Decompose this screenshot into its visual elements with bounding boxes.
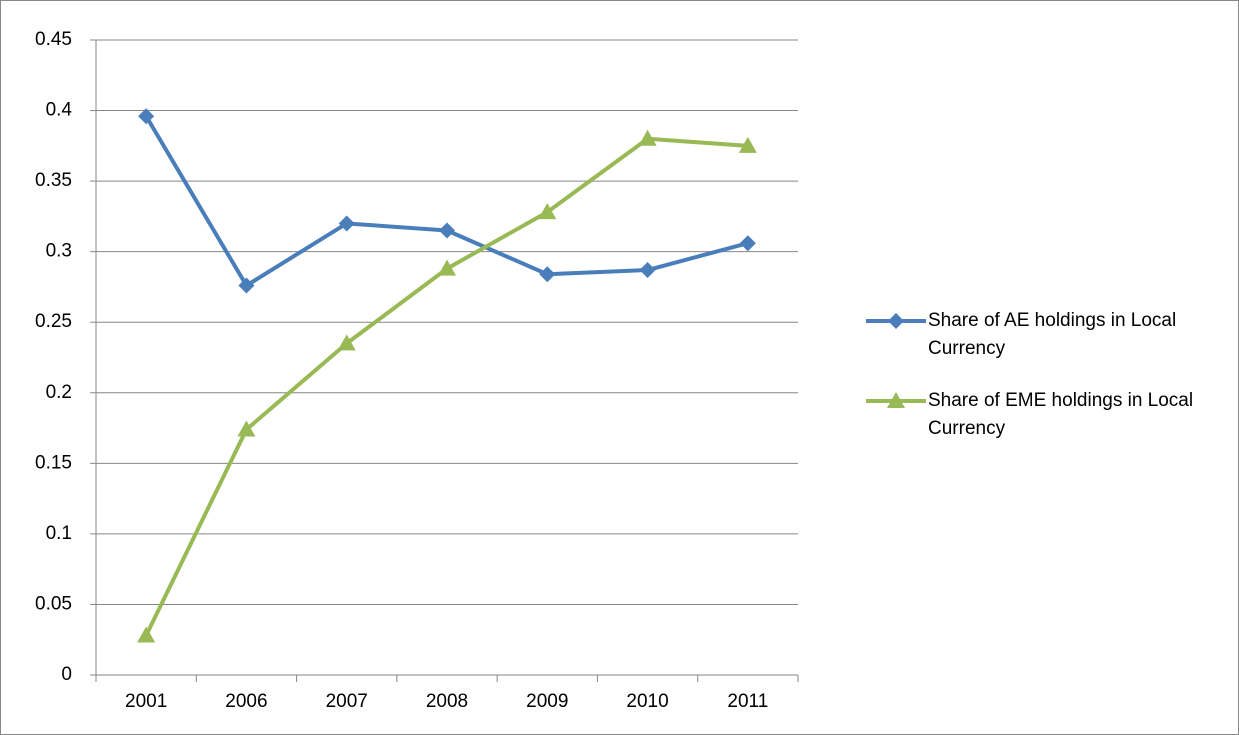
y-tick-label: 0 [61, 664, 72, 685]
legend-item: Share of EME holdings in Local Currency [866, 387, 1226, 443]
legend-item: Share of AE holdings in Local Currency [866, 307, 1226, 363]
legend-swatch [866, 392, 926, 408]
marker [338, 215, 355, 232]
marker [439, 222, 455, 239]
legend-label: Share of EME holdings in Local Currency [928, 390, 1194, 439]
marker [238, 277, 255, 294]
marker [739, 235, 756, 252]
marker [888, 313, 904, 329]
y-tick-label: 0.45 [35, 29, 72, 50]
marker [738, 136, 757, 153]
marker [138, 108, 155, 125]
x-tick-label: 2009 [526, 691, 568, 712]
x-tick-label: 2011 [727, 691, 768, 712]
y-tick-label: 0.2 [46, 382, 72, 403]
y-tick-label: 0.05 [35, 593, 72, 614]
x-tick-label: 2006 [225, 691, 267, 712]
y-tick-label: 0.4 [46, 100, 73, 121]
marker [638, 129, 657, 146]
x-tick-label: 2001 [125, 691, 167, 712]
marker [137, 626, 156, 643]
x-tick-label: 2007 [326, 691, 368, 712]
x-tick-label: 2008 [426, 691, 468, 712]
legend-swatch [866, 313, 926, 329]
x-tick-label: 2010 [626, 691, 668, 712]
y-tick-label: 0.3 [46, 241, 72, 262]
y-tick-label: 0.25 [35, 311, 72, 332]
marker [539, 266, 556, 283]
marker [887, 392, 905, 408]
legend-label: Share of AE holdings in Local Currency [928, 310, 1177, 359]
marker [639, 262, 656, 279]
marker [538, 203, 557, 220]
marker [438, 259, 456, 276]
y-tick-label: 0.35 [35, 170, 72, 191]
y-tick-label: 0.1 [46, 523, 72, 544]
marker [237, 420, 256, 437]
marker [337, 334, 356, 351]
y-tick-label: 0.15 [35, 452, 72, 473]
